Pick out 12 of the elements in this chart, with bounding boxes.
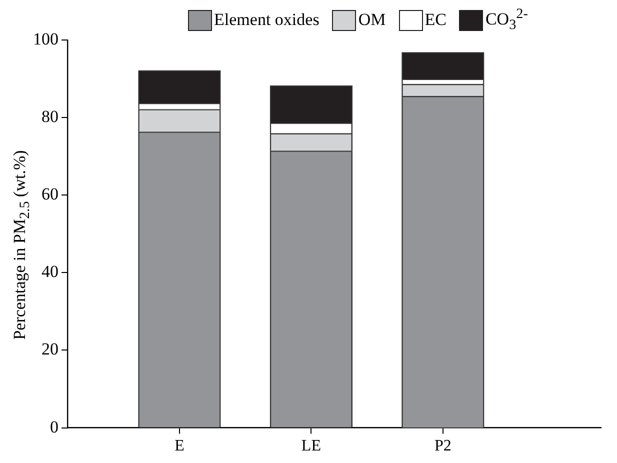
- y-tick-label: 40: [42, 262, 58, 282]
- y-tick-label: 100: [33, 29, 58, 48]
- x-tick-label: E: [174, 438, 184, 455]
- legend-label: EC: [424, 10, 446, 30]
- legend-label: Element oxides: [214, 10, 320, 30]
- legend-label: OM: [358, 10, 386, 30]
- y-tick-label: 0: [50, 417, 58, 436]
- y-tick-label: 80: [42, 107, 58, 126]
- x-tick-label: P2: [434, 438, 452, 455]
- y-tick-label: 20: [42, 340, 58, 359]
- y-tick-label: 60: [42, 184, 58, 204]
- x-tick-label: LE: [301, 438, 321, 455]
